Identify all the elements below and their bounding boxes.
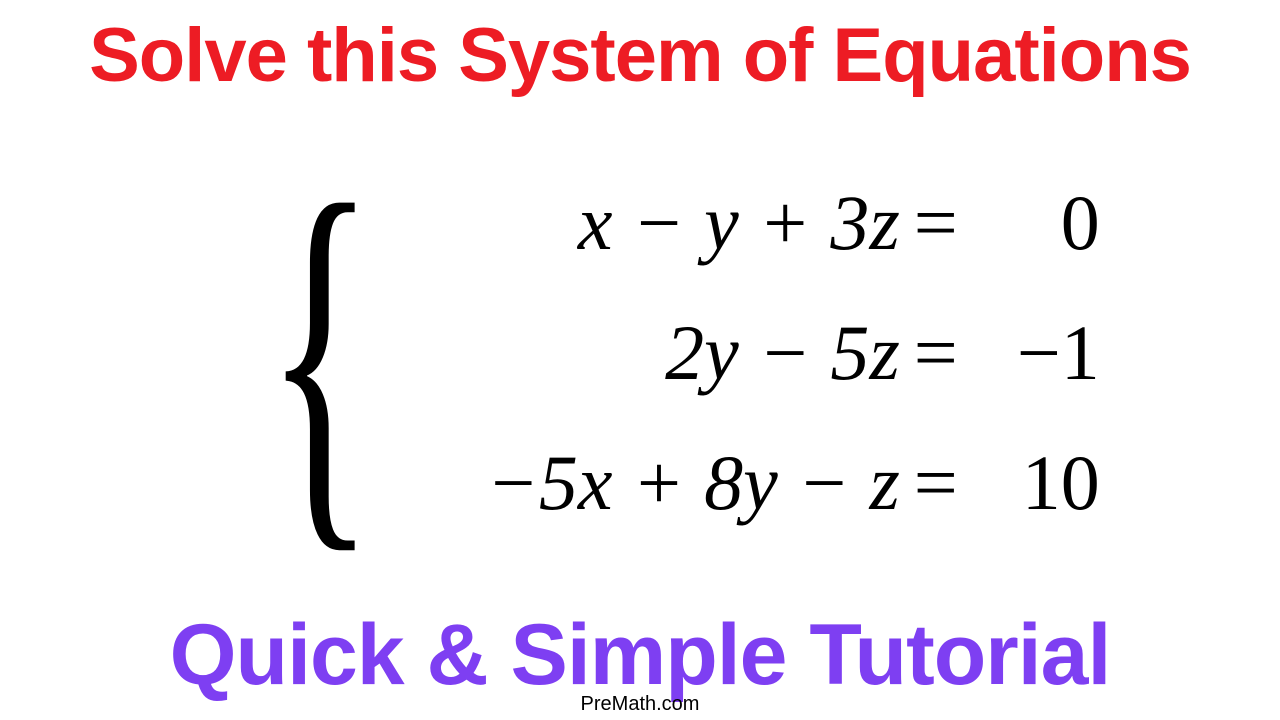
equation-table: x − y + 3z = 0 2y − 5z = −1 −5x + 8y − z… [366, 158, 1106, 548]
equation-system: { x − y + 3z = 0 2y − 5z = −1 −5x + 8y −… [174, 143, 1106, 563]
slide: Solve this System of Equations { x − y +… [0, 0, 1280, 720]
equation-rhs: 0 [966, 158, 1106, 288]
equation-lhs: x − y + 3z [366, 158, 906, 288]
left-brace: { [265, 143, 376, 563]
equals-sign: = [906, 418, 966, 548]
equation-row: −5x + 8y − z = 10 [366, 418, 1106, 548]
equation-row: 2y − 5z = −1 [366, 288, 1106, 418]
equation-row: x − y + 3z = 0 [366, 158, 1106, 288]
title-text: Solve this System of Equations [0, 0, 1280, 94]
equation-lhs: 2y − 5z [366, 288, 906, 418]
equation-rhs: −1 [966, 288, 1106, 418]
equation-rhs: 10 [966, 418, 1106, 548]
equation-block: { x − y + 3z = 0 2y − 5z = −1 −5x + 8y −… [0, 94, 1280, 612]
branding-text: PreMath.com [0, 693, 1280, 716]
equals-sign: = [906, 158, 966, 288]
equals-sign: = [906, 288, 966, 418]
equation-lhs: −5x + 8y − z [366, 418, 906, 548]
